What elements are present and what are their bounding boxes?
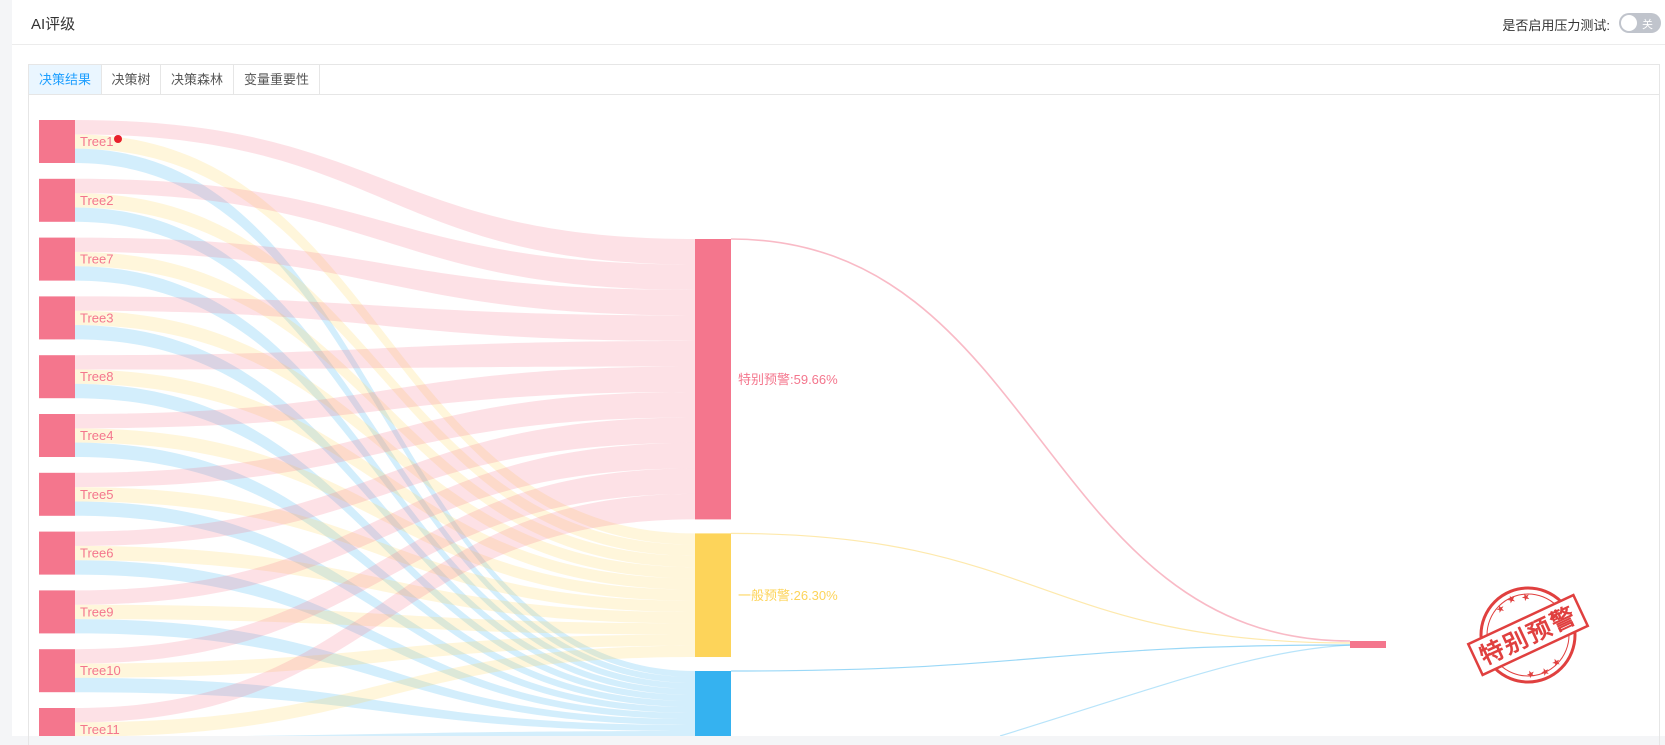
tab-variable-importance[interactable]: 变量重要性	[234, 65, 320, 94]
node-layer: Tree1 Tree2 Tree7 Tree3 Tree8 Tree4 Tree5 Tree6…	[39, 120, 1386, 736]
sankey-link	[75, 266, 695, 690]
stamp-star-icon: ★	[1550, 656, 1563, 670]
source-node-label: Tree3	[80, 310, 113, 325]
source-node-label: Tree9	[80, 604, 113, 619]
sankey-link	[75, 366, 695, 429]
source-node-label: Tree10	[80, 663, 121, 678]
page-title: AI评级	[31, 16, 76, 33]
source-node	[39, 649, 75, 693]
source-node-label: Tree6	[80, 546, 113, 561]
sankey-output-link	[730, 238, 1351, 642]
sankey-link	[75, 645, 695, 736]
sankey-link	[75, 340, 695, 370]
stress-test-switch[interactable]: 关	[1619, 13, 1661, 33]
sankey-link	[75, 501, 695, 714]
source-node	[39, 590, 75, 634]
source-node-label: Tree2	[80, 193, 113, 208]
sankey-link	[75, 134, 695, 545]
source-node	[39, 355, 75, 399]
switch-knob	[1621, 15, 1637, 31]
sankey-link	[75, 383, 695, 702]
sankey-link	[75, 619, 695, 726]
sankey-link	[75, 428, 695, 601]
sankey-link	[75, 120, 695, 265]
tab-decision-result[interactable]: 决策结果	[29, 65, 102, 94]
sankey-link	[75, 634, 695, 678]
target-node	[695, 239, 731, 520]
source-node-label: Tree5	[80, 487, 113, 502]
sankey-link	[75, 677, 695, 732]
indicator-dot	[114, 135, 122, 143]
target-node-label: 特别预警:59.66%	[738, 372, 838, 387]
source-node-label: Tree4	[80, 428, 113, 443]
source-node	[39, 708, 75, 736]
stamp-ring	[1479, 586, 1577, 684]
link-layer	[75, 120, 1351, 736]
sankey-output-link	[730, 644, 1351, 672]
stamp-star-icon: ★	[1525, 668, 1538, 682]
sankey-link	[236, 731, 695, 736]
page: AI评级 是否启用压力测试: 关 决策结果 决策树 决策森林 变量重要性	[12, 0, 1665, 745]
page-header: AI评级 是否启用压力测试: 关	[12, 0, 1665, 45]
tab-bar: 决策结果 决策树 决策森林 变量重要性	[29, 65, 1659, 95]
source-node	[39, 178, 75, 222]
final-node	[1350, 641, 1386, 648]
stress-test-label: 是否启用压力测试:	[1502, 18, 1610, 33]
source-node	[39, 472, 75, 516]
sankey-link	[75, 468, 695, 664]
sankey-link	[75, 545, 695, 624]
sankey-link	[75, 493, 695, 723]
sankey-link	[75, 417, 695, 546]
source-node	[39, 531, 75, 575]
sankey-link	[75, 369, 695, 590]
switch-text: 关	[1642, 19, 1653, 31]
sankey-output-link	[999, 644, 1351, 736]
sankey-link	[75, 560, 695, 720]
sankey-link	[75, 442, 695, 605]
source-node	[39, 414, 75, 457]
stamp-star-icon: ★	[1520, 591, 1533, 605]
stamp-star-icon: ★	[1539, 666, 1552, 680]
source-node-label: Tree8	[80, 369, 113, 384]
source-node-label: Tree1	[80, 134, 113, 149]
sankey-output-link	[730, 532, 1351, 644]
stamp-band: 特别预警	[1466, 593, 1590, 677]
source-node-label: Tree11	[80, 722, 120, 736]
tab-decision-forest[interactable]: 决策森林	[161, 65, 234, 94]
sankey-link	[75, 251, 695, 568]
source-node	[39, 237, 75, 281]
chart-panel: 决策结果 决策树 决策森林 变量重要性	[28, 64, 1660, 745]
source-node-label: Tree7	[80, 252, 113, 267]
sankey-link	[75, 310, 695, 579]
target-node	[695, 533, 731, 658]
sankey-link	[75, 193, 695, 556]
sankey-link	[75, 442, 695, 708]
stamp-star-icon: ★	[1494, 603, 1507, 617]
sankey-link	[75, 487, 695, 613]
sankey-link	[75, 207, 695, 684]
sankey-link	[75, 325, 695, 696]
sankey-link	[75, 178, 695, 290]
sankey-link	[75, 296, 695, 341]
sankey-link	[75, 604, 695, 635]
stamp-star-icon: ★	[1505, 593, 1518, 607]
sankey-link	[75, 391, 695, 488]
source-node	[39, 296, 75, 340]
sankey-link	[75, 148, 695, 678]
sankey-link	[75, 237, 695, 316]
source-node	[39, 120, 75, 163]
stamp-band-box	[1466, 593, 1590, 677]
target-node-label: 一般预警:26.30%	[738, 588, 838, 603]
warning-stamp: 特别预警★★ ★★ ★★	[1466, 586, 1590, 684]
target-node	[695, 671, 731, 736]
tab-decision-tree[interactable]: 决策树	[102, 65, 161, 94]
